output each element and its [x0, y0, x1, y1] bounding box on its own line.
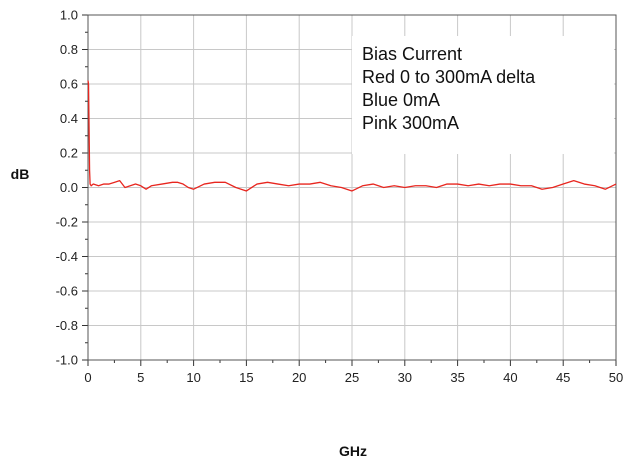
x-tick-label: 30 [398, 370, 412, 385]
legend-background [352, 36, 614, 154]
series-line-red [87, 80, 617, 192]
x-tick-label: 45 [556, 370, 570, 385]
legend-line-title: Bias Current [362, 44, 462, 64]
y-tick-label: 1.0 [60, 8, 78, 23]
legend-line-pink: Pink 300mA [362, 113, 459, 133]
y-tick-label: 0.6 [60, 77, 78, 92]
plot-frame [87, 14, 617, 361]
y-tick-label: 0.4 [60, 111, 78, 126]
x-tick-label: 40 [503, 370, 517, 385]
y-tick-label: -0.6 [56, 284, 78, 299]
y-tick-label: -0.8 [56, 318, 78, 333]
legend: Bias Current Red 0 to 300mA delta Blue 0… [352, 36, 614, 154]
x-tick-label: 5 [137, 370, 144, 385]
y-tick-label: 0.2 [60, 146, 78, 161]
x-tick-label: 50 [609, 370, 623, 385]
x-tick-label: 0 [84, 370, 91, 385]
y-tick-label: 0.0 [60, 180, 78, 195]
x-tick-label: 35 [450, 370, 464, 385]
axes [82, 14, 617, 366]
y-tick-label: 0.8 [60, 42, 78, 57]
x-tick-label: 15 [239, 370, 253, 385]
x-axis-title: GHz [339, 443, 367, 459]
x-tick-label: 20 [292, 370, 306, 385]
legend-line-red: Red 0 to 300mA delta [362, 67, 536, 87]
y-tick-label: -0.4 [56, 249, 78, 264]
y-axis-title: dB [11, 166, 30, 182]
y-tick-label: -0.2 [56, 215, 78, 230]
legend-line-blue: Blue 0mA [362, 90, 440, 110]
x-tick-label: 10 [186, 370, 200, 385]
series-layer [87, 80, 617, 192]
x-tick-label: 25 [345, 370, 359, 385]
tick-labels: 0 5 10 15 20 25 30 35 40 45 50 1.0 0.8 0.6 0.4 0.2 0.0 -0… [56, 8, 624, 386]
y-tick-label: -1.0 [56, 353, 78, 368]
